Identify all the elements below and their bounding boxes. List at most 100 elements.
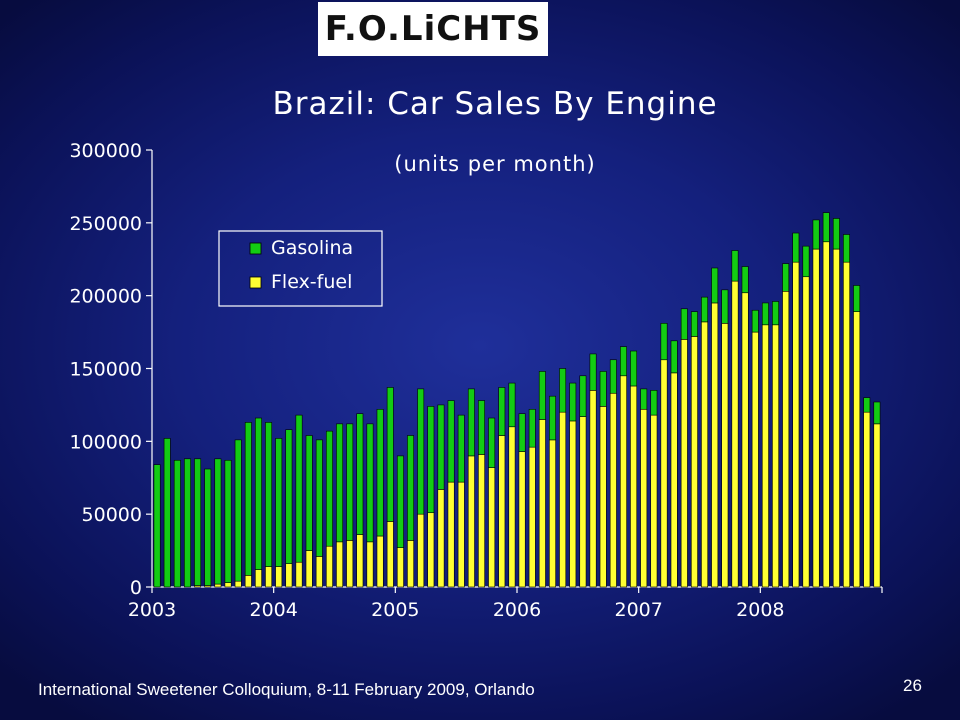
flex-fuel-bar xyxy=(711,302,719,588)
y-tick-label: 100000 xyxy=(69,431,142,453)
flex-fuel-bar xyxy=(660,359,668,588)
flex-fuel-bar xyxy=(244,575,252,588)
gasolina-bar xyxy=(620,346,627,377)
flex-fuel-bar xyxy=(407,540,414,588)
gasolina-bar xyxy=(518,413,526,452)
flex-fuel-bar xyxy=(437,489,445,588)
x-tick-label: 2006 xyxy=(493,599,541,621)
flex-fuel-bar xyxy=(853,311,861,588)
gasolina-bar xyxy=(457,414,465,483)
flex-fuel-bar xyxy=(589,390,597,588)
chart-legend: Gasolina Flex-fuel xyxy=(218,230,383,307)
flex-fuel-bar xyxy=(538,419,546,588)
gasolina-bar xyxy=(275,438,283,567)
gasolina-bar xyxy=(214,458,222,585)
y-tick-label: 0 xyxy=(130,577,142,599)
gasolina-bar xyxy=(690,311,698,337)
flex-fuel-bar xyxy=(680,339,688,588)
gasolina-bar xyxy=(822,212,830,243)
gasolina-bar xyxy=(325,430,333,547)
flex-fuel-bar xyxy=(731,280,739,588)
flex-fuel-bar xyxy=(214,583,222,588)
y-tick-label: 50000 xyxy=(82,504,142,526)
gasolina-bar xyxy=(417,388,425,515)
gasolina-bar xyxy=(751,309,759,333)
flex-fuel-bar xyxy=(812,248,820,588)
gasolina-bar xyxy=(478,400,485,455)
gasolina-bar xyxy=(812,219,820,250)
x-tick-label: 2008 xyxy=(736,599,784,621)
flex-fuel-bar xyxy=(234,580,242,588)
flex-fuel-bar xyxy=(356,534,364,588)
gasolina-bar xyxy=(396,455,404,548)
gasolina-bar xyxy=(194,458,202,586)
gasolina-bar xyxy=(538,371,546,420)
y-tick-label: 250000 xyxy=(69,213,142,235)
flex-fuel-bar xyxy=(478,454,485,588)
gasolina-bar xyxy=(680,308,688,340)
flex-fuel-bar xyxy=(640,408,648,588)
flex-fuel-bar xyxy=(305,550,313,588)
gasolina-bar xyxy=(498,387,506,436)
flex-fuel-bar xyxy=(549,439,556,588)
flex-fuel-bar xyxy=(325,545,333,588)
gasolina-bar xyxy=(701,296,709,323)
flex-fuel-bar xyxy=(599,406,607,588)
gasolina-bar xyxy=(467,388,475,457)
flex-fuel-bar xyxy=(427,512,435,588)
x-tick-label: 2003 xyxy=(128,599,176,621)
legend-swatch xyxy=(249,242,262,255)
flex-fuel-bar xyxy=(315,556,323,588)
flex-fuel-bar xyxy=(832,248,840,588)
gasolina-bar xyxy=(173,459,181,588)
gasolina-bar xyxy=(660,323,668,361)
gasolina-bar xyxy=(670,340,678,374)
flex-fuel-bar xyxy=(609,392,617,588)
flex-fuel-bar xyxy=(498,435,506,588)
flex-fuel-bar xyxy=(518,451,526,588)
gasolina-bar xyxy=(488,417,496,468)
gasolina-bar xyxy=(640,388,648,410)
gasolina-bar xyxy=(731,250,739,282)
gasolina-bar xyxy=(599,371,607,407)
gasolina-bar xyxy=(528,408,536,448)
gasolina-bar xyxy=(224,459,232,583)
bars-layer xyxy=(153,212,881,588)
flex-fuel-bar xyxy=(569,420,577,588)
gasolina-bar xyxy=(569,382,577,422)
gasolina-bar xyxy=(366,423,374,543)
gasolina-bar xyxy=(843,234,850,263)
flex-fuel-bar xyxy=(508,426,516,588)
gasolina-bar xyxy=(761,302,769,326)
flex-fuel-bar xyxy=(417,513,425,588)
flex-fuel-bar xyxy=(630,385,638,588)
y-tick-label: 200000 xyxy=(69,286,142,308)
gasolina-bar xyxy=(204,468,212,586)
flex-fuel-bar xyxy=(761,324,769,588)
gasolina-bar xyxy=(285,429,293,564)
gasolina-bar xyxy=(832,218,840,250)
gasolina-bar xyxy=(549,395,556,441)
gasolina-bar xyxy=(153,464,161,588)
legend-frame xyxy=(218,230,383,307)
slide-number: 26 xyxy=(903,676,922,695)
gasolina-bar xyxy=(559,368,567,413)
gasolina-bar xyxy=(589,353,597,391)
gasolina-bar xyxy=(782,263,790,292)
flex-fuel-bar xyxy=(873,423,881,588)
flex-fuel-bar xyxy=(751,331,759,588)
flex-fuel-bar xyxy=(336,541,344,588)
gasolina-bar xyxy=(163,438,171,588)
flex-fuel-bar xyxy=(447,481,455,588)
gasolina-bar xyxy=(609,359,617,394)
flex-fuel-bar xyxy=(255,569,262,588)
flex-fuel-bar xyxy=(559,411,567,588)
gasolina-bar xyxy=(315,439,323,557)
x-tick-label: 2005 xyxy=(371,599,419,621)
flex-fuel-bar xyxy=(396,547,404,588)
flex-fuel-bar xyxy=(843,261,850,588)
flex-fuel-bar xyxy=(579,416,587,588)
gasolina-bar xyxy=(579,375,587,417)
slide-title: Brazil: Car Sales By Engine xyxy=(272,86,718,122)
flex-fuel-bar xyxy=(265,566,273,588)
